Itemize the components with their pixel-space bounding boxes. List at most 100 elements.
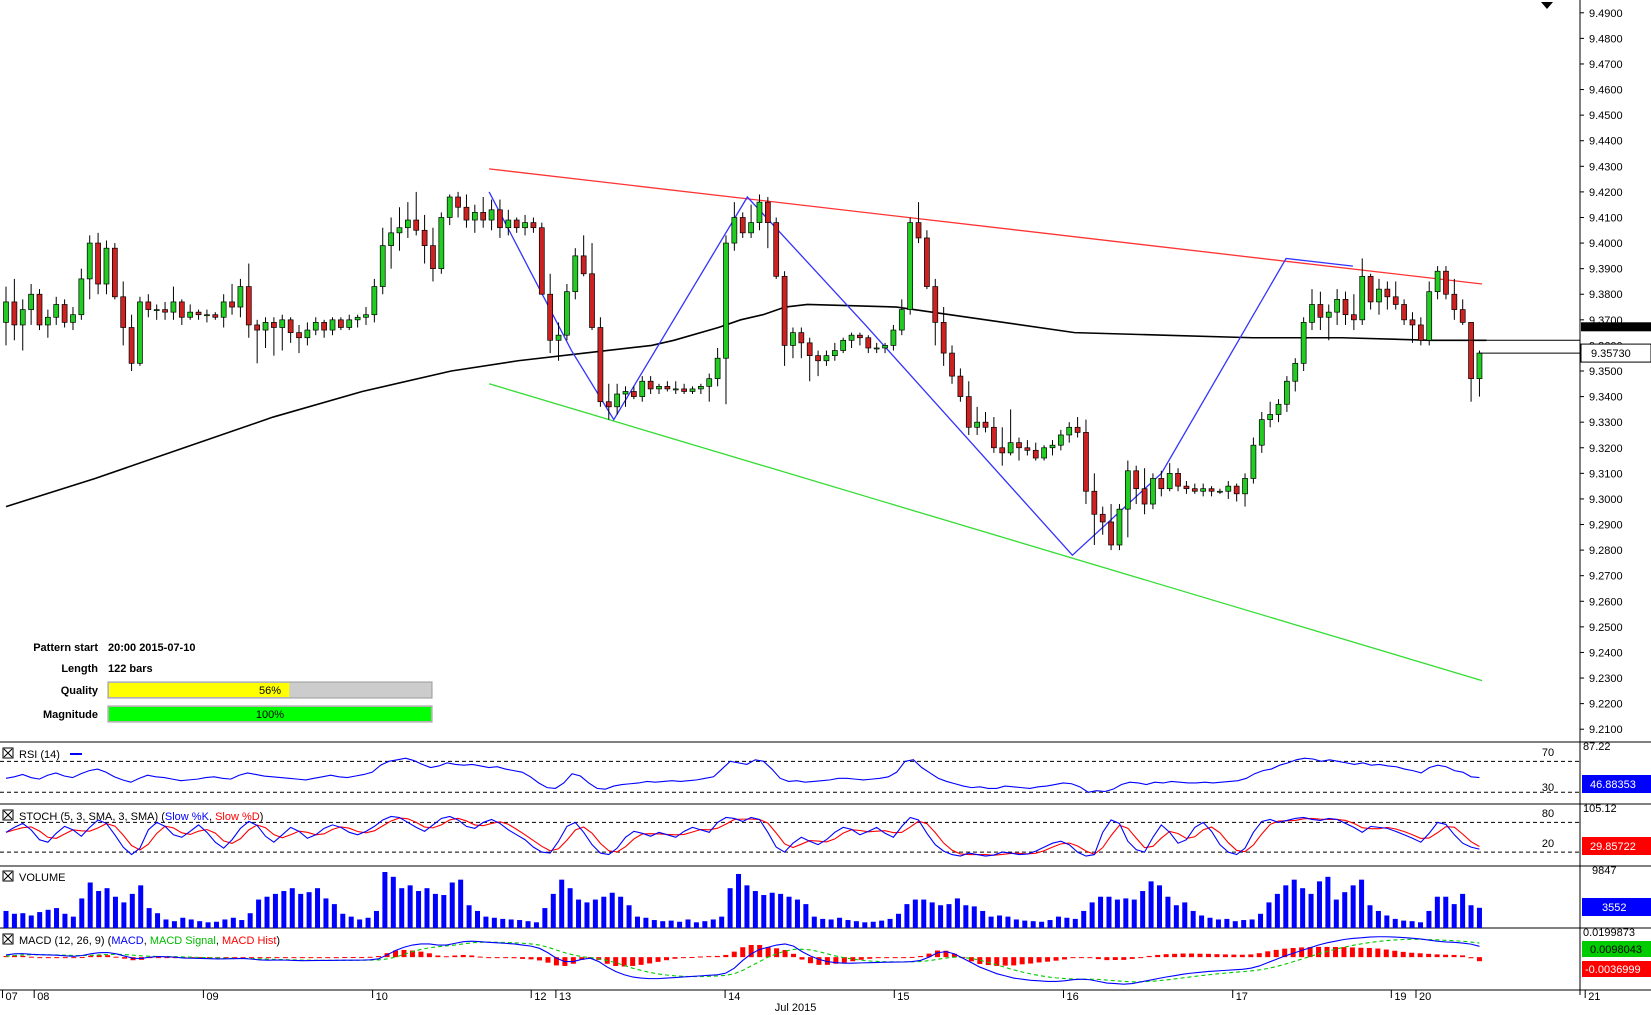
volume-bar <box>87 882 93 928</box>
macd-hist-bar <box>1358 947 1364 958</box>
candle-body <box>1451 293 1458 310</box>
candle-body <box>19 309 26 326</box>
volume-bar <box>230 917 236 928</box>
volume-bar <box>1291 879 1297 928</box>
volume-bar <box>1190 910 1196 928</box>
candle-body <box>312 322 319 331</box>
macd-legend-macd: MACD <box>111 935 143 947</box>
candle-body <box>1183 485 1190 490</box>
macd-hist-bar <box>858 957 864 960</box>
candle-body <box>45 316 51 326</box>
candle-body <box>865 337 872 349</box>
volume-bar <box>340 913 346 928</box>
macd-hist-bar <box>1180 953 1186 958</box>
rsi-line <box>0 757 1580 793</box>
volume-bar <box>1476 907 1482 928</box>
price-tick-label: 9.4200 <box>1589 187 1623 199</box>
candle <box>522 214 528 236</box>
candle-body <box>940 322 947 354</box>
current-price-label: 9.35730 <box>1591 348 1631 360</box>
candle-body <box>982 421 989 428</box>
macd-hist-bar <box>1248 954 1254 958</box>
macd-hist-bar <box>655 957 661 962</box>
candle <box>865 335 872 354</box>
menu-arrow-icon[interactable] <box>1541 2 1553 9</box>
candle-body <box>120 296 127 328</box>
candle-body <box>1016 442 1022 449</box>
candle-body <box>513 219 520 229</box>
macd-hist-bar <box>409 950 415 958</box>
price-tick-label: 9.4000 <box>1589 238 1623 250</box>
macd-hist-bar <box>1078 957 1084 959</box>
candle <box>1124 460 1131 538</box>
candle-body <box>1342 299 1349 316</box>
pattern-length-value: 122 bars <box>108 663 153 675</box>
price-tick-label: 9.3200 <box>1589 443 1623 455</box>
macd-hist-bar <box>689 957 695 959</box>
macd-hist-bar <box>274 957 280 959</box>
candle-body <box>739 217 746 234</box>
candle <box>3 286 9 346</box>
macd-hist-bar <box>486 957 492 959</box>
macd-hist-bar <box>435 955 441 958</box>
macd-hist-bar <box>511 957 517 959</box>
pattern-magnitude-value: 100% <box>256 709 284 721</box>
volume-bar <box>1460 893 1466 928</box>
candle-body <box>1099 513 1106 523</box>
macd-hist-bar <box>342 957 348 959</box>
volume-bar <box>778 893 784 928</box>
macd-hist-bar <box>1104 957 1110 961</box>
candle-body <box>471 212 478 221</box>
macd-hist-bar <box>536 957 542 961</box>
candle-body <box>480 212 487 221</box>
candle-body <box>1334 299 1340 313</box>
candle <box>271 317 277 356</box>
candle <box>513 217 520 233</box>
stoch-legend-d: Slow %D <box>215 811 260 823</box>
macd-hist-bar <box>918 956 924 958</box>
candle <box>1032 442 1039 461</box>
rsi-value-box <box>1582 775 1651 793</box>
ma-price-label: 9.36096 <box>1591 321 1631 333</box>
candle <box>405 202 411 238</box>
candle <box>346 314 353 331</box>
price-tick-label: 9.2600 <box>1589 596 1623 608</box>
volume-bar <box>155 913 161 928</box>
candle-body <box>1217 490 1223 493</box>
macd-hist-bar <box>934 950 940 958</box>
candle-body <box>170 301 177 313</box>
candle <box>1325 304 1332 341</box>
candle-body <box>61 304 68 323</box>
macd-scale-top: 0.0199873 <box>1583 927 1635 939</box>
volume-bar <box>1375 910 1381 928</box>
candle <box>798 327 805 359</box>
candle-body <box>756 201 763 223</box>
candle-body <box>848 334 855 341</box>
macd-hist-bar <box>418 951 424 958</box>
macd-hist-bar <box>426 953 432 958</box>
candle <box>505 209 512 236</box>
candle-body <box>731 217 738 244</box>
macd-hist-bar <box>985 957 991 966</box>
pattern-magnitude-label: Magnitude <box>43 709 98 721</box>
candle-body <box>1317 304 1324 318</box>
candle <box>245 263 252 338</box>
volume-bar <box>887 918 893 928</box>
candle <box>480 197 487 228</box>
macd-hist-bar <box>833 957 839 964</box>
volume-bar <box>702 921 708 928</box>
candle-body <box>363 314 369 318</box>
macd-hist-bar <box>1121 957 1127 960</box>
candle <box>1175 468 1181 492</box>
macd-hist-bar <box>528 957 534 960</box>
macd-hist-bar <box>926 953 932 958</box>
volume-bar <box>104 888 110 928</box>
macd-hist-bar <box>1070 957 1076 959</box>
stoch-level-20: 20 <box>1542 838 1554 850</box>
candle-body <box>840 339 847 351</box>
candle-body <box>53 304 60 318</box>
candle-body <box>538 227 545 295</box>
candle <box>932 278 939 346</box>
price-tick-label: 9.2100 <box>1589 724 1623 736</box>
candle-body <box>1392 296 1399 305</box>
